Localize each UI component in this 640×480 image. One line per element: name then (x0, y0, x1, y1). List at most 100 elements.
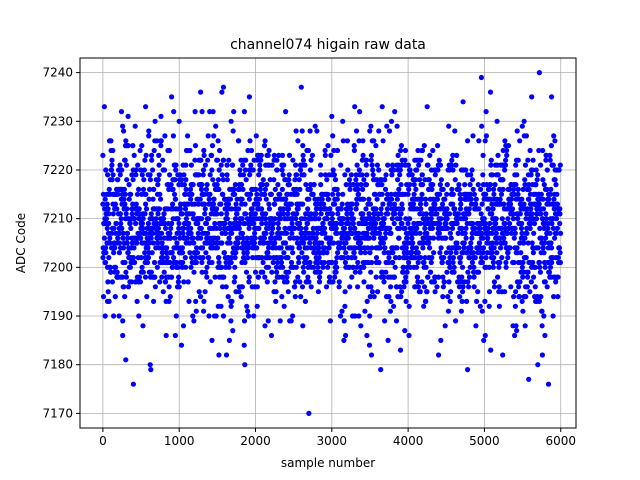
data-point (555, 294, 561, 300)
plot-frame (79, 57, 577, 429)
data-point (125, 250, 131, 256)
data-point (352, 104, 358, 110)
data-point (120, 332, 126, 339)
data-point (187, 186, 194, 192)
data-point (278, 259, 285, 266)
data-point (215, 177, 221, 183)
data-point (212, 220, 218, 227)
data-point (476, 240, 483, 246)
data-point (227, 196, 234, 202)
data-point (340, 235, 346, 241)
data-point (204, 274, 210, 280)
data-point (302, 298, 308, 304)
data-point (379, 182, 385, 188)
data-point (236, 225, 242, 231)
data-point (485, 235, 491, 241)
data-point (469, 259, 475, 266)
data-point (286, 172, 292, 178)
data-point (413, 230, 419, 236)
data-point (198, 225, 204, 231)
data-point (512, 225, 518, 231)
data-point (381, 216, 387, 222)
data-point (201, 147, 207, 154)
data-point (185, 279, 191, 285)
data-point (414, 206, 420, 212)
data-point (292, 177, 298, 183)
data-point (239, 230, 246, 236)
data-point (333, 225, 339, 231)
data-point (183, 177, 189, 183)
data-point (374, 162, 380, 168)
data-point (300, 201, 306, 207)
data-point (164, 255, 170, 261)
data-point (513, 323, 519, 329)
data-point (284, 274, 290, 280)
data-point (244, 303, 250, 309)
data-point (244, 250, 250, 256)
data-point (442, 323, 448, 329)
data-point (173, 259, 180, 266)
data-point (176, 220, 182, 227)
data-point (503, 264, 509, 270)
data-point (450, 255, 456, 261)
data-point (220, 84, 227, 90)
data-point (315, 289, 321, 295)
data-point (168, 182, 174, 188)
data-point (225, 201, 232, 207)
data-point (325, 264, 331, 270)
data-point (198, 89, 204, 95)
data-point (226, 235, 232, 241)
data-point (360, 138, 366, 144)
data-point (522, 323, 528, 329)
data-point (439, 201, 446, 207)
data-point (519, 123, 525, 129)
data-point (218, 211, 224, 217)
data-point (336, 279, 342, 285)
data-point (454, 240, 460, 246)
data-point (504, 152, 510, 158)
data-point (225, 294, 231, 300)
data-point (203, 269, 209, 275)
data-point (310, 264, 317, 270)
data-point (101, 104, 107, 110)
data-point (552, 177, 558, 183)
data-point (261, 235, 267, 241)
data-point (171, 109, 177, 115)
data-point (392, 109, 398, 115)
data-point (242, 362, 248, 368)
data-point (380, 138, 386, 144)
data-point (151, 186, 157, 192)
data-point (530, 250, 537, 256)
data-point (176, 118, 182, 124)
data-point (517, 211, 523, 217)
data-point (444, 269, 450, 275)
data-point (455, 230, 461, 236)
data-point (480, 250, 486, 256)
data-point (297, 220, 303, 227)
data-point (246, 245, 252, 251)
data-point (419, 191, 425, 197)
data-point (505, 255, 511, 261)
data-point (169, 220, 175, 227)
data-point (366, 342, 373, 348)
data-point (171, 255, 177, 261)
data-point (348, 206, 354, 212)
data-point (498, 191, 505, 197)
data-point (136, 313, 142, 319)
data-point (462, 230, 468, 236)
data-point (351, 143, 357, 149)
data-point (189, 255, 195, 261)
data-point (436, 352, 442, 358)
data-point (272, 186, 278, 192)
data-point (224, 162, 230, 168)
data-point (358, 250, 364, 256)
data-point (243, 269, 250, 275)
data-point (542, 332, 548, 339)
data-point (487, 89, 494, 95)
data-point (213, 123, 219, 129)
data-point (537, 264, 543, 270)
data-point (557, 220, 563, 227)
data-point (246, 279, 252, 285)
data-point (228, 255, 234, 261)
